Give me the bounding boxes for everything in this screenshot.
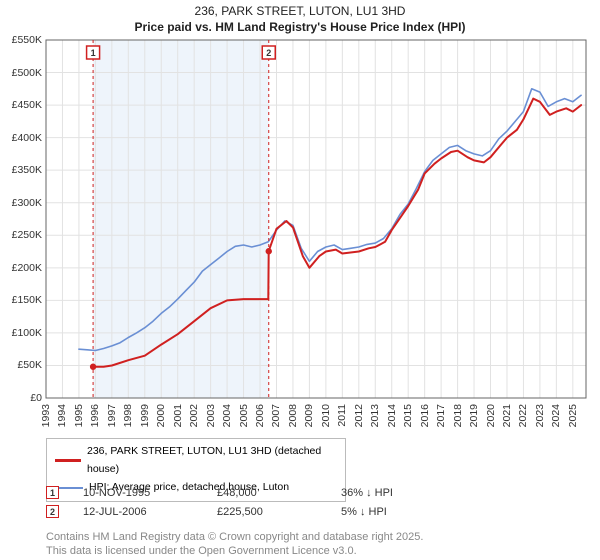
x-tick-label: 2009 [303,404,315,427]
y-tick-label: £50K [6,359,42,371]
legend-item: 236, PARK STREET, LUTON, LU1 3HD (detach… [55,443,337,479]
legend-label: 236, PARK STREET, LUTON, LU1 3HD (detach… [87,443,337,479]
x-tick-label: 2007 [270,404,282,427]
y-tick-label: £550K [6,34,42,46]
attribution-line2: This data is licensed under the Open Gov… [46,544,423,558]
x-tick-label: 2011 [336,404,348,427]
y-tick-label: £250K [6,229,42,241]
y-tick-label: £500K [6,67,42,79]
x-tick-label: 2002 [188,404,200,427]
reference-price: £48,000 [217,487,317,499]
plot-area: 12 [0,0,600,402]
x-tick-label: 1993 [40,404,52,427]
x-tick-label: 1997 [106,404,118,427]
x-tick-label: 2013 [369,404,381,427]
attribution-line1: Contains HM Land Registry data © Crown c… [46,530,423,544]
x-tick-label: 2023 [534,404,546,427]
x-tick-label: 2014 [386,404,398,427]
x-tick-label: 2025 [567,404,579,427]
x-tick-label: 2021 [501,404,513,427]
x-tick-label: 1995 [73,404,85,427]
reference-delta: 36% ↓ HPI [341,487,431,499]
x-tick-label: 2010 [320,404,332,427]
reference-date: 10-NOV-1995 [83,487,193,499]
reference-row: 2 12-JUL-2006 £225,500 5% ↓ HPI [46,505,431,518]
reference-badge: 1 [46,486,59,499]
y-tick-label: £450K [6,99,42,111]
y-tick-label: £150K [6,294,42,306]
x-tick-label: 2001 [172,404,184,427]
x-tick-label: 1998 [122,404,134,427]
reference-price: £225,500 [217,506,317,518]
reference-badge: 2 [46,505,59,518]
x-tick-label: 2006 [254,404,266,427]
svg-text:2: 2 [266,48,271,58]
x-tick-label: 2008 [287,404,299,427]
reference-date: 12-JUL-2006 [83,506,193,518]
x-tick-label: 2024 [550,404,562,427]
x-tick-label: 2003 [205,404,217,427]
x-tick-label: 1996 [89,404,101,427]
chart-root: 236, PARK STREET, LUTON, LU1 3HD Price p… [0,0,600,560]
y-tick-label: £100K [6,327,42,339]
x-tick-label: 2017 [435,404,447,427]
x-tick-label: 2020 [485,404,497,427]
x-tick-label: 2004 [221,404,233,427]
x-tick-label: 2015 [402,404,414,427]
attribution: Contains HM Land Registry data © Crown c… [46,530,423,559]
x-tick-label: 2005 [238,404,250,427]
x-tick-label: 1999 [139,404,151,427]
x-tick-label: 2012 [353,404,365,427]
svg-text:1: 1 [91,48,96,58]
x-tick-label: 2019 [468,404,480,427]
reference-row: 1 10-NOV-1995 £48,000 36% ↓ HPI [46,486,431,499]
x-tick-label: 2018 [452,404,464,427]
legend-line-sample [55,459,81,462]
y-tick-label: £300K [6,197,42,209]
reference-table: 1 10-NOV-1995 £48,000 36% ↓ HPI 2 12-JUL-2006… [46,486,431,524]
reference-delta: 5% ↓ HPI [341,506,431,518]
y-tick-label: £200K [6,262,42,274]
x-tick-label: 1994 [56,404,68,427]
y-tick-label: £350K [6,164,42,176]
y-tick-label: £400K [6,132,42,144]
x-tick-label: 2016 [419,404,431,427]
x-tick-label: 2022 [517,404,529,427]
x-tick-label: 2000 [155,404,167,427]
y-tick-label: £0 [6,392,42,404]
